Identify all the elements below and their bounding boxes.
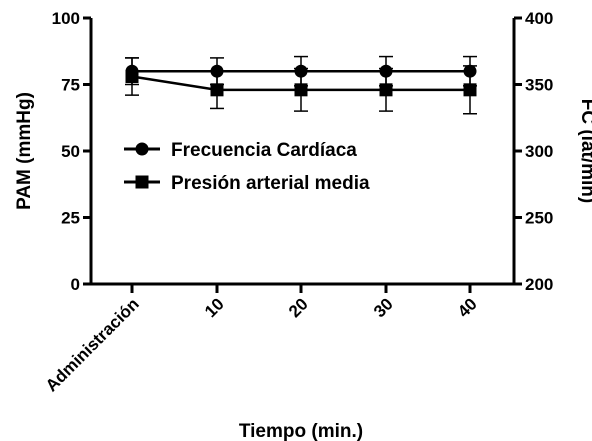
x-tick-label: 40 xyxy=(454,294,481,321)
x-axis: Administración 10 20 30 40 xyxy=(42,282,514,395)
left-axis-ticks: 0 25 50 75 100 xyxy=(52,9,91,294)
y-axis-title-left: PAM (mmHg) xyxy=(14,92,35,210)
left-tick-label: 25 xyxy=(61,209,80,228)
right-tick-label: 250 xyxy=(525,209,553,228)
left-tick-label: 75 xyxy=(61,76,80,95)
legend-marker-circle xyxy=(135,142,149,156)
legend-label-frecuencia: Frecuencia Cardíaca xyxy=(171,140,357,161)
legend-label-presion: Presión arterial media xyxy=(171,173,370,194)
right-axis-ticks: 200 250 300 350 400 xyxy=(514,9,553,294)
x-axis-ticks: Administración 10 20 30 40 xyxy=(42,284,481,395)
right-tick-label: 350 xyxy=(525,76,553,95)
data-point-square xyxy=(210,83,224,97)
x-tick-label: 20 xyxy=(285,294,312,321)
legend-item-presion: Presión arterial media xyxy=(124,173,370,194)
right-tick-label: 200 xyxy=(525,275,553,294)
right-axis: 200 250 300 350 400 xyxy=(512,9,553,294)
x-axis-title: Tiempo (min.) xyxy=(239,421,363,441)
x-tick-label: Administración xyxy=(42,294,143,395)
legend-item-frecuencia: Frecuencia Cardíaca xyxy=(124,140,357,161)
data-point-square xyxy=(379,83,393,97)
y-axis-title-right: FC (lat/min) xyxy=(577,99,592,204)
legend: Frecuencia Cardíaca Presión arterial med… xyxy=(124,140,370,194)
left-tick-label: 0 xyxy=(71,275,80,294)
left-axis: 0 25 50 75 100 xyxy=(52,9,93,294)
x-tick-label: 10 xyxy=(201,294,228,321)
left-tick-label: 100 xyxy=(52,9,80,28)
right-tick-label: 400 xyxy=(525,9,553,28)
left-tick-label: 50 xyxy=(61,142,80,161)
data-point-square xyxy=(463,83,477,97)
data-point-square xyxy=(125,70,139,84)
data-point-square xyxy=(294,83,308,97)
x-tick-label: 30 xyxy=(370,294,397,321)
legend-marker-square xyxy=(135,175,149,189)
series-layer xyxy=(125,55,477,115)
series-presion-arterial-media xyxy=(125,57,477,115)
right-tick-label: 300 xyxy=(525,142,553,161)
